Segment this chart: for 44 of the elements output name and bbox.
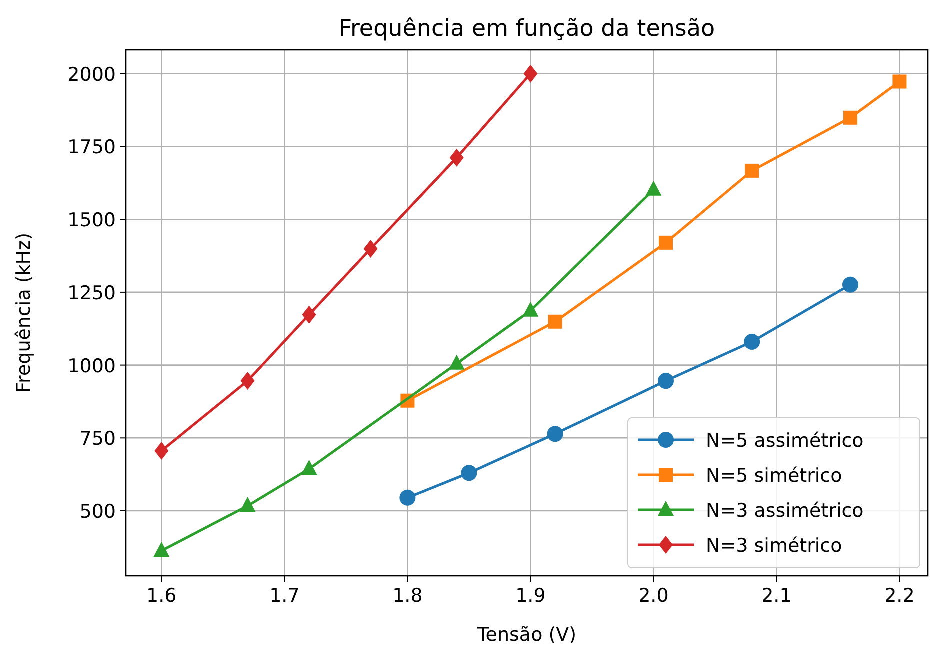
y-tick-label: 500 xyxy=(80,501,116,524)
point xyxy=(240,497,256,512)
point xyxy=(547,426,564,442)
x-axis-title: Tensão (V) xyxy=(476,624,577,646)
point xyxy=(154,442,169,460)
point xyxy=(548,314,562,329)
point xyxy=(646,180,662,196)
y-tick-label: 750 xyxy=(80,428,116,450)
y-tick-label: 1750 xyxy=(68,136,116,159)
point xyxy=(240,372,255,390)
point xyxy=(154,542,170,557)
point xyxy=(364,240,378,258)
point xyxy=(450,148,464,167)
point xyxy=(448,354,465,370)
x-tick-label: 1.8 xyxy=(392,585,423,607)
point xyxy=(844,110,858,125)
legend-label: N=3 assimétrico xyxy=(706,500,864,522)
y-tick-label: 1250 xyxy=(68,282,116,304)
y-tick-label: 1000 xyxy=(68,355,116,378)
point xyxy=(658,373,674,390)
y-tick-label: 1500 xyxy=(68,210,116,232)
y-axis-title: Frequência (kHz) xyxy=(13,233,35,393)
x-tick-label: 1.7 xyxy=(270,585,300,607)
y-tick-label: 2000 xyxy=(68,64,116,86)
point xyxy=(658,236,673,250)
point xyxy=(744,334,760,350)
legend-label: N=5 assimétrico xyxy=(706,430,864,452)
chart-title: Frequência em função da tensão xyxy=(338,16,716,42)
x-tick-label: 2.0 xyxy=(638,585,669,607)
point xyxy=(524,64,538,83)
point xyxy=(892,74,907,89)
x-tick-label: 1.9 xyxy=(516,585,546,607)
point xyxy=(745,164,760,178)
x-tick-label: 2.1 xyxy=(762,585,792,607)
legend-label: N=3 simétrico xyxy=(706,535,842,557)
point xyxy=(522,302,539,317)
point xyxy=(302,306,316,324)
point xyxy=(842,276,859,293)
x-tick-label: 2.2 xyxy=(884,585,915,607)
legend-label: N=5 simétrico xyxy=(706,465,842,487)
point xyxy=(400,490,416,506)
point xyxy=(461,465,478,482)
x-tick-label: 1.6 xyxy=(146,585,177,607)
point xyxy=(301,460,318,476)
